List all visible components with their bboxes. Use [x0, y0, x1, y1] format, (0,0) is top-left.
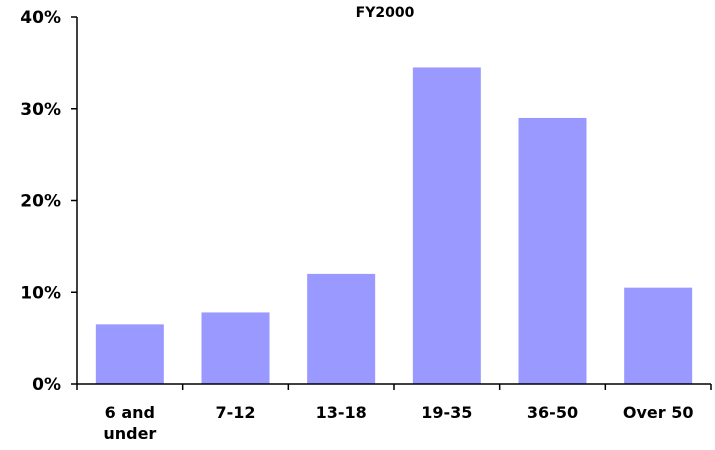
x-tick-label-1: 7-12	[215, 403, 255, 422]
x-axis: 6 and under 7-12 13-18 19-35 36-50 Over 50	[76, 383, 712, 443]
bars-group	[95, 67, 693, 385]
y-axis: 0% 10% 20% 30% 40%	[20, 8, 78, 395]
x-tick-label-3: 19-35	[421, 403, 472, 422]
bar-4	[518, 117, 587, 385]
y-tick-label-2: 20%	[20, 192, 61, 212]
x-tick-label-0: 6 and under	[103, 403, 156, 443]
y-tick-label-3: 30%	[20, 100, 61, 120]
x-tick-label-2: 13-18	[316, 403, 367, 422]
bar-5	[624, 287, 693, 384]
bar-3	[412, 67, 481, 385]
x-tick-label-4: 36-50	[527, 403, 578, 422]
bar-1	[201, 312, 270, 384]
chart-title: FY2000	[356, 5, 415, 21]
bar-0	[95, 324, 164, 384]
x-tick-label-5: Over 50	[623, 403, 694, 422]
y-tick-label-1: 10%	[20, 283, 61, 303]
y-tick-label-4: 40%	[20, 8, 61, 28]
y-tick-label-0: 0%	[32, 375, 61, 395]
bar-2	[307, 273, 376, 384]
